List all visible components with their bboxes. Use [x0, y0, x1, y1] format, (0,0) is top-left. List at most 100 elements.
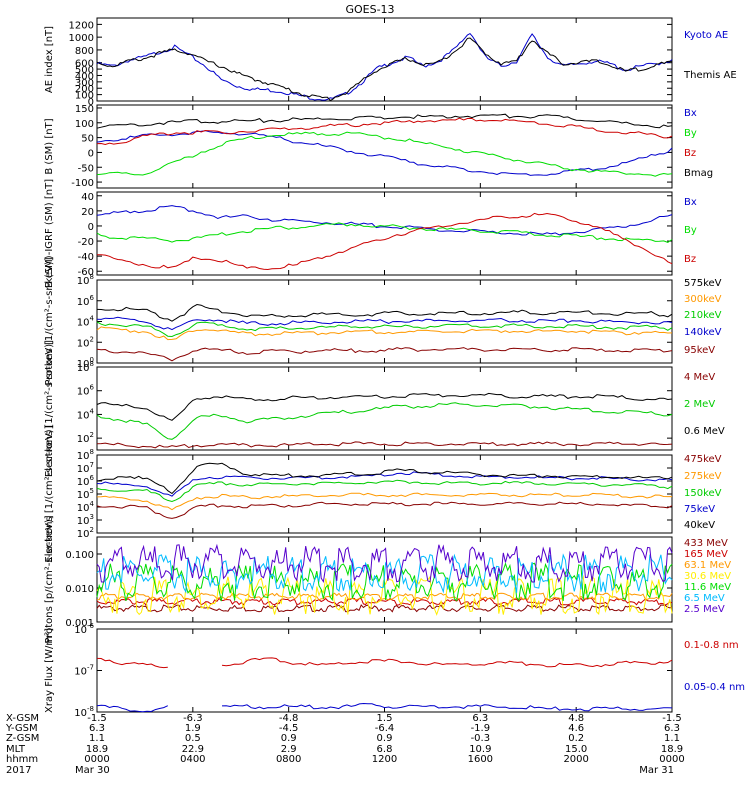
y-tick-label: 107: [77, 461, 94, 475]
axis-row-value: 1.5: [377, 713, 393, 724]
y-tick-label: 106: [77, 294, 95, 308]
legend-label: 30.6 MeV: [684, 571, 731, 582]
axis-row-value: 1.1: [89, 733, 105, 744]
panel-frame: [96, 104, 673, 189]
y-tick-label: 0: [88, 148, 94, 159]
axis-row-label: MLT: [6, 744, 26, 755]
axis-row-value: 0.2: [568, 733, 584, 744]
series-line: [96, 131, 673, 177]
axis-row-value: 2000: [563, 754, 588, 765]
y-tick-label: 108: [77, 448, 94, 462]
legend-label: 210keV: [684, 310, 722, 321]
y-axis-label: B (SM)-IGRF (SM) [nT]: [44, 179, 55, 288]
axis-row-value: 18.9: [86, 744, 108, 755]
axis-row-value: 6.3: [89, 723, 105, 734]
series-line: [96, 222, 673, 243]
axis-row-value: Mar 30: [75, 765, 110, 776]
y-tick-label: 0.100: [65, 550, 94, 561]
axis-row-value: 0000: [84, 754, 109, 765]
axis-row-value: 1.9: [185, 723, 201, 734]
legend-label: By: [684, 225, 697, 236]
series-line: [96, 212, 673, 271]
y-tick-label: 0.010: [65, 584, 94, 595]
y-tick-label: 106: [77, 474, 95, 488]
y-tick-label: 150: [75, 104, 94, 115]
y-tick-label: 10-7: [74, 664, 94, 678]
legend-label: 275keV: [684, 471, 722, 482]
series-line: [96, 117, 673, 146]
panel-8: Xray Flux [W/m²] 0.1-0.8 nm 0.05-0.4 nm: [44, 628, 745, 713]
y-axis-label: Xray Flux [W/m²]: [44, 628, 55, 713]
legend-label: 0.1-0.8 nm: [684, 640, 739, 651]
y-tick-label: -60: [78, 267, 94, 278]
axis-row-label: X-GSM: [6, 713, 39, 724]
y-tick-label: 100: [77, 356, 94, 370]
legend-label: 140keV: [684, 327, 722, 338]
legend-label: 433 MeV: [684, 538, 728, 549]
series-line: [96, 592, 673, 601]
axis-row-value: 22.9: [182, 744, 204, 755]
axis-row-value: Mar 31: [639, 765, 674, 776]
y-tick-label: 0: [88, 97, 94, 108]
y-tick-label: 100: [75, 119, 94, 130]
series-line: [96, 702, 673, 713]
legend-label: 11.6 MeV: [684, 582, 731, 593]
series-line: [96, 316, 673, 331]
legend-label: 165 MeV: [684, 549, 728, 560]
axis-row-value: 0.9: [377, 733, 393, 744]
y-tick-label: 1200: [69, 20, 94, 31]
axis-row-value: -1.9: [471, 723, 491, 734]
plot-title: GOES-13: [345, 3, 394, 16]
axis-row-value: -6.3: [183, 713, 203, 724]
series-line: [96, 402, 673, 440]
series-line: [96, 441, 673, 449]
y-axis-label: Electrons [1/(cm²-s-sr-keV)]: [44, 425, 55, 562]
axis-row-value: 2.9: [281, 744, 297, 755]
axis-row-value: 4.8: [568, 713, 584, 724]
legend-label: 63.1 MeV: [684, 560, 731, 571]
y-axis-label: Electrons [1/(cm²-s-sr-keV)]: [44, 340, 55, 477]
axis-row-label: 2017: [6, 765, 31, 776]
y-tick-label: 600: [75, 59, 94, 70]
axis-row-value: 15.0: [565, 744, 587, 755]
panel-frame: [96, 17, 673, 102]
legend-label: Kyoto AE: [684, 30, 728, 41]
series-line: [96, 321, 673, 338]
legend-label: 6.5 MeV: [684, 593, 725, 604]
panel-3: B (SM)-IGRF (SM) [nT] Bx By Bz: [44, 179, 697, 288]
y-tick-label: 104: [77, 500, 95, 514]
series-line: [96, 471, 673, 497]
y-tick-label: 40: [81, 192, 94, 203]
axis-row-value: 6.3: [472, 713, 488, 724]
y-tick-label: 108: [77, 273, 94, 287]
y-tick-label: -20: [78, 237, 94, 248]
y-tick-label: -100: [71, 178, 94, 189]
legend-label: 0.6 MeV: [684, 426, 725, 437]
y-tick-label: 20: [81, 207, 94, 218]
axis-row-value: 1200: [372, 754, 397, 765]
y-tick-label: 50: [81, 134, 94, 145]
series-line: [96, 543, 673, 583]
series-line: [96, 597, 673, 606]
y-tick-label: 0: [88, 222, 94, 233]
panel-6: Electrons [1/(cm²-s-sr-keV)] 475keV 275keV…: [44, 425, 722, 562]
axis-row-label: hhmm: [6, 754, 38, 765]
y-tick-label: 1000: [69, 33, 94, 44]
legend-label: 40keV: [684, 520, 715, 531]
legend-label: 95keV: [684, 345, 715, 356]
axis-row-value: 4.6: [568, 723, 584, 734]
axis-row-value: 6.8: [377, 744, 393, 755]
legend-label: Bx: [684, 108, 697, 119]
series-line: [96, 326, 673, 341]
y-tick-label: 800: [75, 46, 94, 57]
series-line: [96, 604, 673, 613]
panel-5: Electrons [1/(cm²-s-sr-keV)] 4 MeV 2 MeV 0.…: [44, 340, 725, 477]
series-line: [96, 130, 673, 176]
y-tick-label: 10-8: [74, 705, 94, 719]
series-line: [96, 205, 673, 236]
y-tick-label: 103: [77, 513, 94, 527]
axis-row-value: 18.9: [661, 744, 683, 755]
panel-frame: [96, 628, 673, 713]
y-tick-label: 104: [77, 407, 95, 421]
axis-row-value: 0.9: [281, 733, 297, 744]
